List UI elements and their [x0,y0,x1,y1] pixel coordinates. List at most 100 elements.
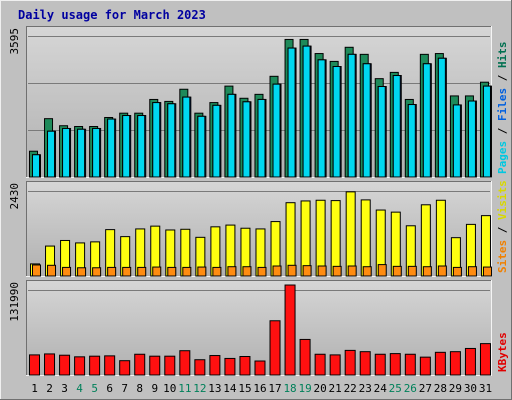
panel-kbytes: 131990 KBytes [8,280,509,376]
bar-pages-day-15 [242,101,251,178]
bar-pages-day-27 [422,63,431,178]
bar-sites-day-16 [257,266,267,277]
bar-sites-day-30 [467,266,477,277]
bar-sites-day-17 [272,265,282,277]
bar-sites-day-1 [32,264,41,277]
x-tick-label-day-12: 12 [193,382,206,395]
x-tick-label-day-31: 31 [479,382,492,395]
bar-sites-day-18 [287,264,297,277]
x-tick-label-day-22: 22 [344,382,357,395]
bar-kbytes-day-1 [29,354,40,376]
bar-kbytes-day-12 [194,359,206,376]
bar-kbytes-day-21 [329,354,341,376]
bar-pages-day-8 [137,115,146,178]
legend-entry: KBytes [496,332,509,372]
bar-sites-day-8 [137,266,147,277]
x-tick-label-day-28: 28 [434,382,447,395]
bar-visits-day-28 [435,199,446,277]
bar-sites-day-14 [227,266,237,277]
bar-pages-day-10 [167,103,176,178]
bar-sites-day-21 [332,265,342,277]
bar-sites-day-4 [77,267,87,277]
legend-entry: / [496,121,509,141]
bar-sites-day-7 [122,266,132,277]
bar-kbytes-day-17 [269,320,281,376]
bar-pages-day-12 [197,115,206,178]
x-tick-label-day-20: 20 [314,382,327,395]
bar-kbytes-day-20 [314,353,326,376]
panel-kbytes-ymax-label: 131990 [8,282,21,322]
bar-sites-day-9 [152,266,162,277]
legend-entry: Pages [496,141,509,174]
bar-sites-day-19 [302,265,312,277]
bar-kbytes-day-27 [419,356,431,376]
x-tick-label-day-11: 11 [178,382,191,395]
bar-pages-day-5 [92,127,101,178]
bar-sites-day-29 [452,266,462,277]
bar-pages-day-25 [392,75,401,178]
bar-visits-day-20 [315,199,326,277]
bar-kbytes-day-14 [224,357,236,376]
x-tick-label-day-26: 26 [404,382,417,395]
x-tick-label-day-10: 10 [163,382,176,395]
bar-pages-day-6 [107,118,116,178]
bar-sites-day-15 [242,266,252,277]
panel-visits: 2430 Sites / Visits [8,180,509,277]
bar-sites-day-3 [62,266,72,277]
bar-pages-day-17 [272,83,281,178]
bar-sites-day-12 [197,266,207,277]
bar-pages-day-24 [377,86,386,178]
x-tick-label-day-16: 16 [253,382,266,395]
bar-kbytes-day-15 [239,356,251,376]
bar-sites-day-27 [422,266,432,277]
x-tick-label-day-9: 9 [151,382,158,395]
x-tick-label-day-19: 19 [298,382,311,395]
bar-sites-day-28 [437,265,447,277]
bar-kbytes-day-10 [164,355,176,376]
bar-kbytes-day-2 [44,353,56,376]
bar-sites-day-11 [182,266,192,277]
bar-visits-day-21 [330,200,341,277]
bar-visits-day-27 [420,204,431,277]
x-tick-label-day-1: 1 [31,382,38,395]
chart-title: Daily usage for March 2023 [18,8,206,22]
x-tick-label-day-21: 21 [329,382,342,395]
legend-entry: Files [496,88,509,121]
x-axis-day-labels: 1 2 3 4 5 6 7 8 9 10 11 12 13 14 15 16 17 18 19 20 21 22 23 24 2… [31,382,492,395]
x-tick-label-day-6: 6 [106,382,113,395]
x-tick-label-day-24: 24 [374,382,388,395]
bar-sites-day-13 [212,266,222,277]
bar-sites-day-22 [347,265,357,277]
bar-kbytes-day-18 [284,284,296,376]
x-tick-label-day-29: 29 [449,382,462,395]
bar-sites-day-23 [362,266,372,277]
panel-hits: 3595 Pages / Files / Hits [8,26,509,178]
bar-pages-day-26 [407,104,416,178]
x-tick-label-day-7: 7 [121,382,128,395]
bar-sites-day-24 [377,264,387,277]
bar-pages-day-9 [152,102,161,178]
bar-sites-day-31 [482,266,492,277]
x-tick-label-day-27: 27 [419,382,432,395]
bar-kbytes-day-5 [89,355,101,376]
panel-hits-ymax-label: 3595 [8,28,21,55]
x-tick-label-day-25: 25 [389,382,402,395]
bar-kbytes-day-6 [104,355,116,376]
bar-kbytes-day-3 [59,354,71,376]
legend-entry: / [496,68,509,88]
x-tick-label-day-13: 13 [208,382,221,395]
bar-visits-day-19 [300,200,311,277]
bar-kbytes-day-22 [344,349,356,376]
bar-visits-day-23 [360,199,371,277]
bar-kbytes-day-16 [254,360,266,376]
bar-kbytes-day-7 [119,360,131,376]
panel-visits-ymax-label: 2430 [8,183,21,210]
bar-sites-day-10 [167,266,177,277]
bar-pages-day-30 [467,100,476,178]
bar-sites-day-6 [107,266,117,277]
bar-visits-day-22 [345,191,356,277]
x-tick-label-day-30: 30 [464,382,477,395]
bar-pages-day-1 [32,154,40,178]
bar-sites-day-20 [317,265,327,277]
